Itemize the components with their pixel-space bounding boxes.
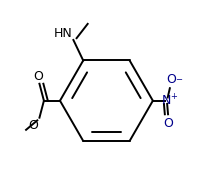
Text: O: O	[166, 73, 176, 86]
Text: N: N	[161, 94, 171, 107]
Text: O: O	[163, 117, 173, 130]
Text: O: O	[34, 70, 44, 83]
Text: +: +	[170, 92, 177, 101]
Text: O: O	[29, 119, 38, 132]
Text: −: −	[175, 75, 182, 84]
Text: HN: HN	[54, 27, 73, 40]
